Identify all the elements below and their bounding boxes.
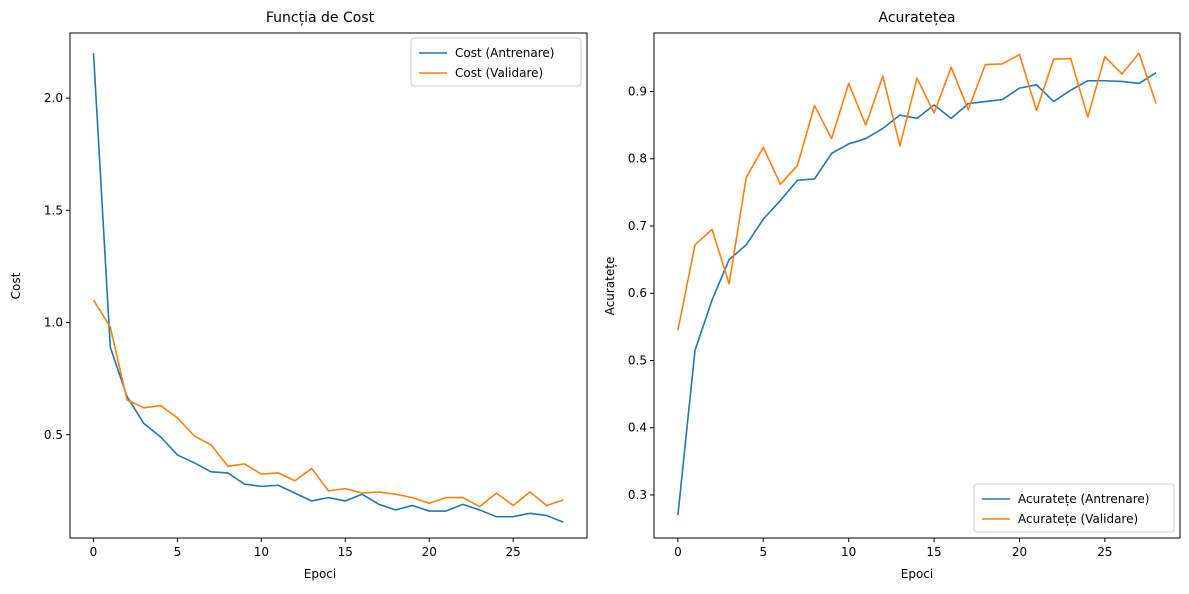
y-tick-label: 0.5 (44, 428, 63, 442)
x-tick-label: 10 (254, 545, 269, 559)
chart-title: Acuratețea (878, 10, 955, 26)
cost-chart: Funcția de Cost Epoci Cost 0 5 10 15 20 25 0.5… (9, 10, 588, 581)
legend-label: Acuratețe (Antrenare) (1018, 492, 1149, 506)
legend: Acuratețe (Antrenare) Acuratețe (Validare… (973, 483, 1175, 533)
tick-group: 0 5 10 15 20 25 0.3 0.4 0.5 0.6 0.7 0.8 0.9 (628, 85, 1113, 559)
y-tick-label: 2.0 (44, 91, 63, 105)
x-tick-label: 5 (174, 545, 182, 559)
y-tick-label: 0.8 (628, 152, 647, 166)
legend-box (410, 37, 582, 87)
tick-group: 0 5 10 15 20 25 0.5 1.0 1.5 2.0 (44, 91, 521, 559)
y-axis-label: Acuratețe (603, 257, 617, 316)
series-group (92, 53, 564, 524)
y-tick-label: 0.4 (628, 421, 647, 435)
series-line-1 (92, 53, 564, 524)
x-tick-label: 10 (841, 545, 856, 559)
x-tick-label: 20 (1012, 545, 1027, 559)
y-tick-label: 1.0 (44, 316, 63, 330)
x-tick-label: 25 (506, 545, 521, 559)
y-tick-label: 0.7 (628, 219, 647, 233)
x-tick-label: 5 (759, 545, 767, 559)
series-group (677, 52, 1157, 516)
plot-frame (653, 32, 1181, 539)
y-tick-label: 0.6 (628, 286, 647, 300)
x-tick-label: 0 (90, 545, 98, 559)
accuracy-chart: Acuratețea Epoci Acuratețe 0 5 10 15 20 25 0.3… (603, 10, 1181, 581)
legend: Cost (Antrenare) Cost (Validare) (410, 37, 582, 87)
series-line-2 (677, 52, 1157, 331)
y-tick-label: 1.5 (44, 203, 63, 217)
legend-label: Acuratețe (Validare) (1018, 512, 1138, 526)
x-tick-label: 0 (674, 545, 682, 559)
x-tick-label: 15 (926, 545, 941, 559)
y-tick-label: 0.3 (628, 488, 647, 502)
plot-frame (69, 32, 588, 539)
x-tick-label: 25 (1097, 545, 1112, 559)
y-tick-label: 0.5 (628, 353, 647, 367)
legend-label: Cost (Validare) (455, 66, 543, 80)
y-tick-label: 0.9 (628, 85, 647, 99)
x-axis-label: Epoci (901, 567, 933, 581)
chart-title: Funcția de Cost (266, 10, 375, 26)
legend-box (973, 483, 1175, 533)
legend-label: Cost (Antrenare) (455, 46, 554, 60)
x-tick-label: 15 (338, 545, 353, 559)
y-axis-label: Cost (9, 272, 23, 299)
x-tick-label: 20 (422, 545, 437, 559)
series-line-2 (92, 299, 564, 508)
series-line-1 (677, 71, 1157, 516)
x-axis-label: Epoci (304, 567, 336, 581)
